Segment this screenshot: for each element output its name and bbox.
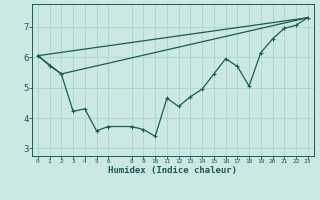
X-axis label: Humidex (Indice chaleur): Humidex (Indice chaleur) [108, 166, 237, 175]
